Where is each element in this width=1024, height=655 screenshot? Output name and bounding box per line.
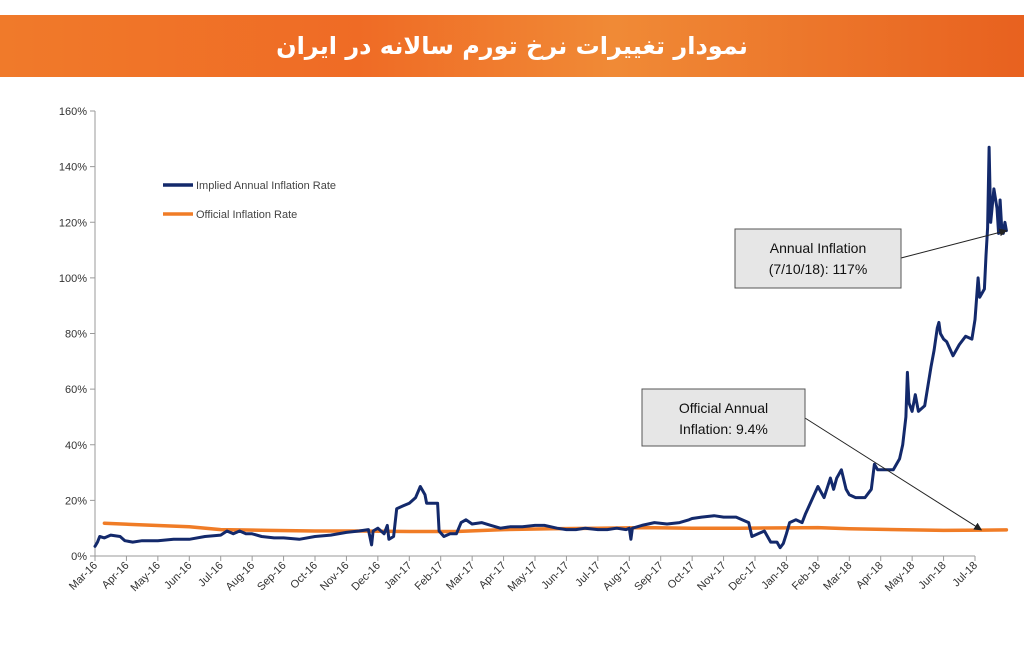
callout-box [641, 388, 806, 447]
x-tick-label: Mar-18 [821, 560, 854, 593]
y-tick-label: 0% [71, 551, 87, 563]
x-tick-label: May-16 [129, 560, 163, 594]
callout-line-1: Annual Inflation [770, 240, 867, 256]
x-tick-label: Feb-17 [413, 560, 446, 593]
callout-box [734, 228, 902, 289]
x-tick-label: Oct-16 [288, 560, 320, 592]
y-tick-label: 60% [65, 384, 87, 396]
x-tick-label: Dec-16 [349, 560, 383, 594]
x-tick-label: Apr-16 [100, 560, 132, 592]
legend-label: Implied Annual Inflation Rate [196, 180, 336, 192]
x-tick-label: Jun-18 [916, 560, 948, 592]
y-tick-label: 80% [65, 329, 87, 341]
y-tick-label: 140% [59, 162, 87, 174]
x-tick-label: Sep-17 [632, 560, 666, 594]
x-tick-label: Jun-16 [162, 560, 194, 592]
x-tick-label: Jul-17 [573, 560, 603, 590]
y-tick-label: 120% [59, 217, 87, 229]
y-tick-label: 20% [65, 495, 87, 507]
chart-legend: Implied Annual Inflation Rate Official In… [163, 180, 336, 221]
callout-line-2: Inflation: 9.4% [679, 421, 768, 437]
x-tick-label: Sep-16 [255, 560, 289, 594]
x-tick-label: Mar-17 [444, 560, 477, 593]
x-tick-label: Jul-16 [196, 560, 226, 590]
x-tick-label: Feb-18 [790, 560, 823, 593]
x-tick-label: Jan-17 [382, 560, 414, 592]
x-tick-label: Aug-16 [224, 560, 258, 594]
x-tick-label: Mar-16 [67, 560, 100, 593]
series-line-implied [93, 145, 1008, 550]
page-title: نمودار تغییرات نرخ تورم سالانه در ایران [276, 32, 748, 60]
x-tick-label: Nov-16 [318, 560, 352, 594]
x-tick-label: Apr-18 [854, 560, 886, 592]
x-tick-label: Dec-17 [727, 560, 761, 594]
chart-callouts: Annual Inflation (7/10/18): 117% Official … [641, 228, 1008, 531]
chart-series [93, 145, 1009, 550]
x-tick-label: Aug-17 [601, 560, 635, 594]
x-tick-label: Apr-17 [477, 560, 509, 592]
y-tick-label: 160% [59, 106, 87, 118]
x-tick-label: May-17 [506, 560, 540, 594]
x-tick-label: May-18 [883, 560, 917, 594]
callout-line-1: Official Annual [679, 400, 768, 416]
y-tick-label: 40% [65, 440, 87, 452]
callout-arrow [900, 228, 1008, 259]
legend-label: Official Inflation Rate [196, 209, 297, 221]
x-tick-label: Jan-18 [759, 560, 791, 592]
callout-arrow [804, 417, 983, 531]
y-tick-label: 100% [59, 273, 87, 285]
x-tick-label: Jun-17 [539, 560, 571, 592]
x-tick-label: Oct-17 [665, 560, 697, 592]
callout-line-2: (7/10/18): 117% [769, 261, 868, 277]
x-tick-label: Jul-18 [950, 560, 980, 590]
x-tick-label: Nov-17 [695, 560, 729, 594]
header-banner: نمودار تغییرات نرخ تورم سالانه در ایران [0, 15, 1024, 77]
